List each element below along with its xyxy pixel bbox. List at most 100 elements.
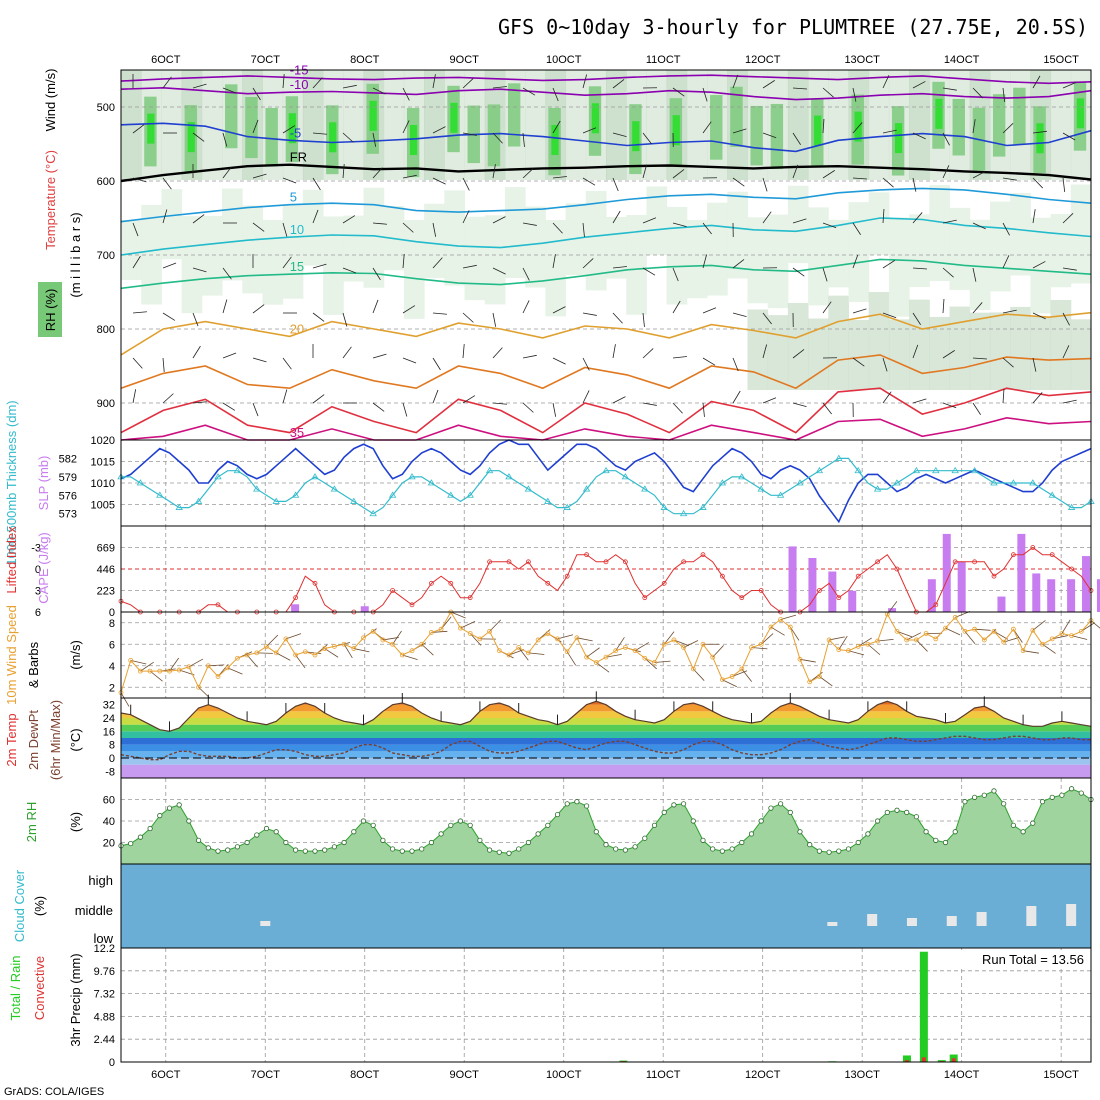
wind-barb-10m bbox=[663, 631, 675, 645]
wind-speed-marker bbox=[341, 641, 347, 647]
wind-barb bbox=[732, 259, 745, 269]
wind-barb-10m bbox=[1061, 619, 1071, 634]
wind-barb-10m bbox=[266, 634, 279, 647]
rh-marker bbox=[438, 831, 444, 837]
x-tick-label-top: 12OCT bbox=[745, 54, 781, 66]
wind-barb bbox=[162, 209, 168, 224]
wind-speed-marker bbox=[293, 652, 299, 658]
wind-barb bbox=[1032, 75, 1041, 89]
wind-barb bbox=[552, 402, 557, 417]
thickness-marker bbox=[873, 485, 882, 492]
wind-barb bbox=[252, 173, 267, 179]
rh-shade-mid bbox=[1010, 192, 1031, 276]
rh-shade-moist bbox=[265, 107, 278, 167]
rh-shade-upper bbox=[686, 70, 708, 180]
wind-speed-marker bbox=[137, 668, 143, 674]
wind-barb-10m bbox=[431, 630, 448, 633]
wind-barb bbox=[612, 312, 623, 324]
x-tick-label-top: 13OCT bbox=[844, 54, 880, 66]
wind-barb bbox=[852, 222, 861, 235]
wind-barb bbox=[462, 132, 477, 136]
rh-marker bbox=[1078, 790, 1084, 796]
wind-barb bbox=[1002, 177, 1017, 181]
wind-barb-10m bbox=[256, 652, 273, 654]
wind-speed-marker bbox=[526, 650, 531, 656]
wind-barb bbox=[912, 212, 923, 224]
wind-barb-10m bbox=[819, 676, 833, 687]
wind-barb bbox=[942, 350, 955, 359]
wind-speed-marker bbox=[972, 626, 977, 632]
wind-barb bbox=[462, 177, 470, 191]
rh-marker bbox=[933, 837, 939, 843]
wind-barb bbox=[672, 402, 683, 414]
wind-speed-marker bbox=[428, 630, 434, 635]
wind-barb bbox=[1002, 309, 1017, 314]
y-axis-label-temp: 2m Temp bbox=[4, 713, 19, 766]
wind-barb bbox=[1002, 87, 1006, 102]
rh-shade-mid bbox=[828, 219, 849, 288]
thickness-marker bbox=[194, 497, 203, 504]
wind-speed-marker bbox=[312, 652, 318, 658]
wind-barb-10m bbox=[305, 651, 322, 655]
rh-marker bbox=[545, 822, 551, 828]
rh-marker bbox=[225, 847, 231, 853]
wind-barb bbox=[972, 402, 981, 415]
rh-marker bbox=[671, 802, 677, 808]
lifted-index-marker bbox=[700, 552, 706, 558]
wind-speed-marker bbox=[477, 636, 483, 642]
wind-barb-10m bbox=[586, 647, 600, 658]
wind-barb bbox=[822, 267, 828, 282]
wind-speed-marker bbox=[186, 664, 192, 670]
wind-barb bbox=[192, 267, 207, 273]
wind-barb bbox=[612, 177, 619, 192]
rh-shade-upper bbox=[343, 70, 364, 180]
rh-shade-mid bbox=[808, 207, 829, 306]
precip-tick-label: 12.2 bbox=[94, 943, 115, 955]
rh-shade-saturated bbox=[672, 115, 680, 146]
wind-barb bbox=[162, 393, 174, 404]
rh-shade-low bbox=[949, 306, 971, 390]
rh-shade-upper bbox=[646, 70, 668, 180]
wind-barb bbox=[672, 300, 681, 314]
rh-tick-label: 20 bbox=[103, 838, 115, 850]
rh-shade-mid bbox=[444, 190, 466, 286]
wind-barb bbox=[282, 125, 296, 134]
wind-tick-label: 6 bbox=[109, 639, 115, 651]
rh-shade-mid bbox=[787, 185, 809, 264]
wind-barb bbox=[732, 128, 747, 134]
cape-bar bbox=[788, 546, 797, 612]
wind-speed-marker bbox=[729, 674, 735, 679]
rh-marker bbox=[128, 840, 134, 847]
rh-shade-mid bbox=[666, 206, 688, 305]
wind-barb bbox=[132, 177, 147, 183]
rh-shade-upper bbox=[201, 70, 223, 180]
wind-speed-marker bbox=[758, 641, 764, 647]
wind-barb-10m bbox=[829, 636, 845, 641]
thickness-tick-label: 579 bbox=[59, 472, 77, 484]
cape-bar bbox=[1047, 579, 1056, 612]
wind-barb bbox=[672, 87, 685, 97]
wind-barb bbox=[1062, 267, 1077, 271]
rh-marker bbox=[554, 811, 561, 818]
wind-barb bbox=[1002, 255, 1010, 269]
cape-tick-label: 0 bbox=[109, 607, 115, 619]
rh-shade-moist bbox=[992, 94, 1006, 157]
wind-speed-marker bbox=[720, 677, 725, 683]
rh-shade-mid bbox=[323, 216, 344, 315]
wind-barb bbox=[822, 170, 835, 179]
wind-barb bbox=[432, 357, 441, 371]
rh-shade-saturated bbox=[288, 113, 296, 144]
x-tick-label-top: 10OCT bbox=[546, 54, 582, 66]
rh-marker bbox=[419, 846, 425, 852]
thickness-marker bbox=[214, 473, 222, 480]
wind-barb bbox=[822, 222, 837, 229]
wind-barb-10m bbox=[402, 654, 418, 661]
cloud-block bbox=[867, 914, 878, 926]
wind-barb bbox=[402, 254, 405, 269]
x-tick-label-bottom: 6OCT bbox=[151, 1069, 181, 1081]
rh-marker bbox=[409, 848, 415, 854]
wind-barb-10m bbox=[528, 652, 545, 655]
rh-marker bbox=[787, 809, 793, 816]
slp-line bbox=[120, 439, 1092, 524]
slp-tick-label: 1010 bbox=[91, 478, 115, 490]
